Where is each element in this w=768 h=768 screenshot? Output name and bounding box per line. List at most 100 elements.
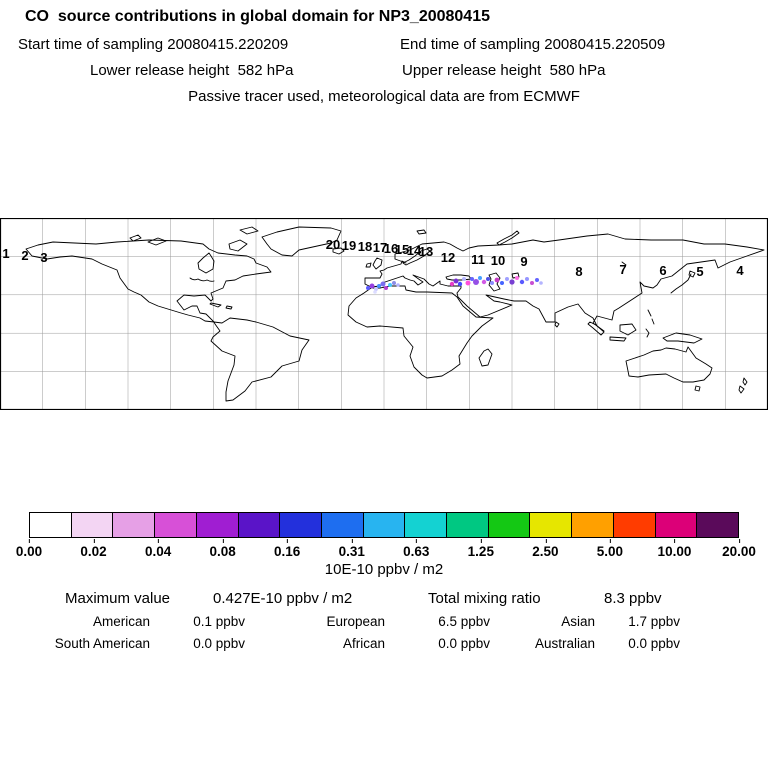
contribution-dot (473, 279, 479, 285)
trajectory-point-number: 2 (21, 248, 28, 263)
total-mixing-ratio-label: Total mixing ratio (428, 590, 541, 607)
trajectory-point-number: 15 (395, 242, 409, 257)
colorbar-segment (195, 513, 238, 537)
contribution-dot (462, 277, 466, 281)
trajectory-point-number: 18 (358, 239, 372, 254)
contribution-dot (530, 281, 534, 285)
trajectory-point-number: 1 (2, 246, 9, 261)
region-value: 1.7 ppbv (628, 614, 680, 629)
colorbar (29, 512, 739, 538)
colorbar-ticks: 0.00 0.02 0.04 0.08 0.16 0.31 0.63 1.25 2.50 5.00… (16, 539, 756, 561)
region-value: 6.5 ppbv (438, 614, 490, 629)
region-label: African (342, 636, 385, 651)
colorbar-tick-label: 0.02 (80, 539, 107, 559)
contribution-dot (392, 281, 396, 285)
contribution-dot (465, 280, 471, 286)
colorbar-tick-label: 0.31 (339, 539, 365, 559)
trajectory-point-number: 4 (736, 263, 744, 278)
region-label: Australian (534, 636, 595, 651)
colorbar-tick-label: 20.00 (722, 539, 756, 559)
contribution-dot (478, 276, 482, 280)
contribution-dot (457, 281, 463, 287)
colorbar-unit-label: 10E-10 ppbv / m2 (324, 561, 444, 578)
coast-africa (347, 285, 494, 379)
stats-rows: American 0.1 ppbv European 6.5 ppbv Asian 1.7… (0, 614, 690, 651)
region-value: 0.0 ppbv (438, 636, 490, 651)
total-mixing-ratio-value: 8.3 ppbv (604, 590, 662, 607)
region-label: American (92, 614, 150, 629)
trajectory-point-number: 12 (441, 250, 455, 265)
colorbar-tick-label: 0.04 (145, 539, 171, 559)
coast-south-america (210, 317, 310, 402)
tracer-note-text: Passive tracer used, meteorological data… (188, 88, 580, 105)
colorbar-segment (320, 513, 363, 537)
contribution-dot (486, 277, 490, 281)
contribution-dot (366, 286, 370, 290)
trajectory-point-number: 16 (384, 241, 398, 256)
trajectory-point-number: 9 (520, 254, 527, 269)
contribution-dot (470, 277, 474, 281)
coastlines (25, 226, 765, 402)
trajectory-point-number: 11 (471, 252, 485, 267)
colorbar-tick-label: 10.00 (658, 539, 691, 559)
colorbar-segment (112, 513, 155, 537)
contribution-dot (380, 281, 386, 287)
colorbar-segment (362, 513, 405, 537)
page-title: CO source contributions in global domain… (25, 8, 490, 25)
colorbar-segment (30, 513, 71, 537)
colorbar-segment (487, 513, 530, 537)
colorbar-segment (612, 513, 655, 537)
region-value: 0.0 ppbv (628, 636, 680, 651)
colorbar-tick-label: 0.00 (16, 539, 42, 559)
colorbar-tick-label: 0.16 (274, 539, 300, 559)
contribution-dot (388, 283, 392, 287)
trajectory-point-number: 10 (491, 253, 505, 268)
contribution-dot (505, 277, 509, 281)
contribution-dot (453, 278, 459, 284)
trajectory-point-number: 5 (696, 264, 703, 279)
colorbar-segment (237, 513, 280, 537)
trajectory-point-number: 17 (373, 240, 387, 255)
contribution-dot (490, 281, 494, 285)
colorbar-segment (654, 513, 697, 537)
contribution-dot (374, 287, 378, 291)
region-value: 0.1 ppbv (193, 614, 245, 629)
colorbar-segment (70, 513, 113, 537)
contribution-dot (369, 283, 375, 289)
colorbar-segment (696, 513, 738, 537)
contribution-dot (396, 283, 400, 287)
trajectory-point-number: 19 (342, 238, 356, 253)
region-label: European (326, 614, 385, 629)
contribution-dot (535, 278, 539, 282)
trajectory-point-number: 7 (619, 262, 626, 277)
colorbar-tick-label: 0.08 (209, 539, 236, 559)
region-value: 0.0 ppbv (193, 636, 245, 651)
contribution-dot (377, 284, 381, 288)
region-label: South American (54, 636, 150, 651)
contribution-dot (373, 290, 377, 294)
coast-north-america (25, 226, 272, 323)
sampling-start-text: Start time of sampling 20080415.220209 (18, 36, 289, 53)
colorbar-tick-label: 0.63 (403, 539, 429, 559)
max-value-label: Maximum value (65, 590, 171, 607)
colorbar-segment (446, 513, 488, 537)
coast-australia-oceania (587, 321, 748, 394)
colorbar-segment (279, 513, 321, 537)
trajectory-point-number: 6 (659, 263, 666, 278)
colorbar-segment (529, 513, 572, 537)
coast-greenland-iceland (261, 226, 427, 257)
region-label: Asian (561, 614, 595, 629)
trajectory-point-number: 14 (407, 243, 422, 258)
contribution-dot (481, 279, 487, 285)
contribution-dot (494, 277, 500, 283)
source-contribution-dots (366, 276, 543, 294)
trajectory-point-number: 13 (419, 244, 433, 259)
colorbar-segment (571, 513, 613, 537)
contribution-dot (519, 279, 525, 285)
colorbar-tick-label: 5.00 (597, 539, 623, 559)
colorbar-segment (404, 513, 447, 537)
trajectory-point-number: 20 (326, 237, 340, 252)
lower-release-height-text: Lower release height 582 hPa (90, 62, 294, 79)
